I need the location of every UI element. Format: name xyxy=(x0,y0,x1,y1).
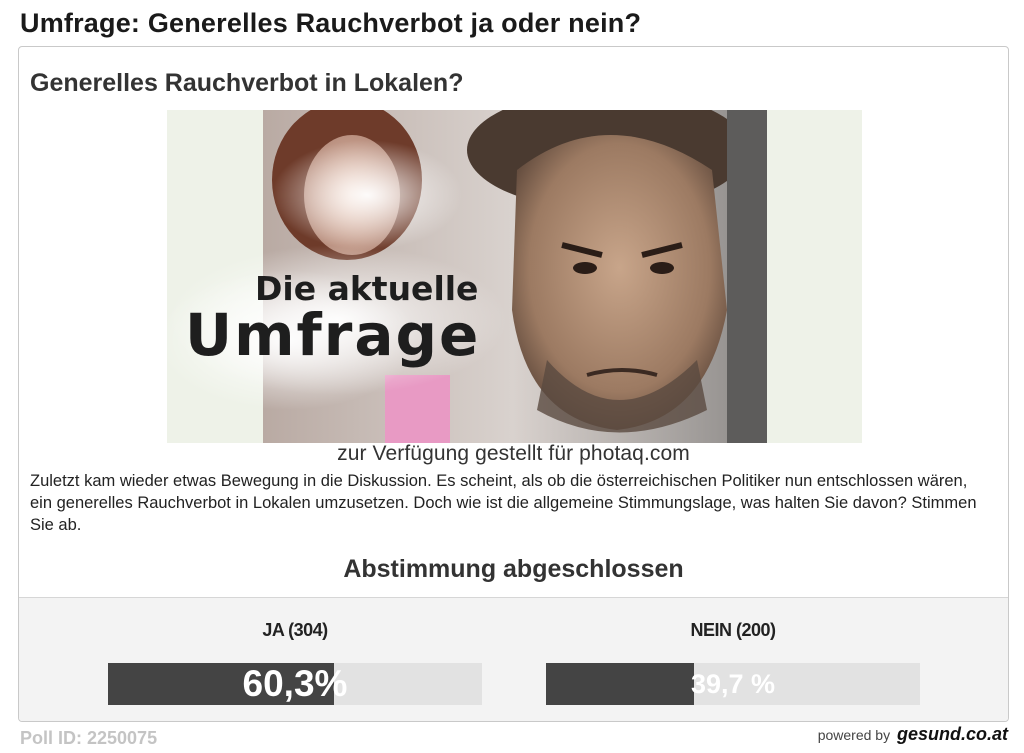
option-yes-bar-fill xyxy=(108,663,334,705)
image-credit: zur Verfügung gestellt für photaq.com xyxy=(337,442,690,465)
powered-by: powered by gesund.co.at xyxy=(818,724,1008,745)
page-title: Umfrage: Generelles Rauchverbot ja oder … xyxy=(20,8,642,38)
image-headline-small: Die aktuelle xyxy=(255,269,478,308)
option-yes: JA (304) 60,3% xyxy=(108,598,482,721)
poll-widget: Generelles Rauchverbot in Lokalen? xyxy=(18,46,1009,722)
powered-by-text: powered by xyxy=(817,727,891,743)
poll-status: Abstimmung abgeschlossen xyxy=(343,555,684,583)
brand-link[interactable]: gesund.co.at xyxy=(896,724,1008,744)
option-yes-label: JA (304) xyxy=(262,620,328,640)
option-no-bar: 39,7 % xyxy=(546,663,920,705)
poll-description: Zuletzt kam wieder etwas Bewegung in die… xyxy=(30,472,977,534)
image-headline-big: Umfrage xyxy=(185,301,480,369)
results-panel: JA (304) 60,3% NEIN (200) 39,7 % xyxy=(19,597,1008,721)
option-yes-percent: 60,3% xyxy=(242,663,348,704)
option-no-label: NEIN (200) xyxy=(690,620,776,640)
poll-id: Poll ID: 2250075 xyxy=(20,728,158,748)
option-no-percent: 39,7 % xyxy=(690,669,776,699)
option-yes-bar: 60,3% xyxy=(108,663,482,705)
poll-question: Generelles Rauchverbot in Lokalen? xyxy=(30,69,464,97)
option-no-bar-fill xyxy=(546,663,694,705)
option-no: NEIN (200) 39,7 % xyxy=(546,598,920,721)
poll-image: Die aktuelle Umfrage xyxy=(167,110,862,443)
